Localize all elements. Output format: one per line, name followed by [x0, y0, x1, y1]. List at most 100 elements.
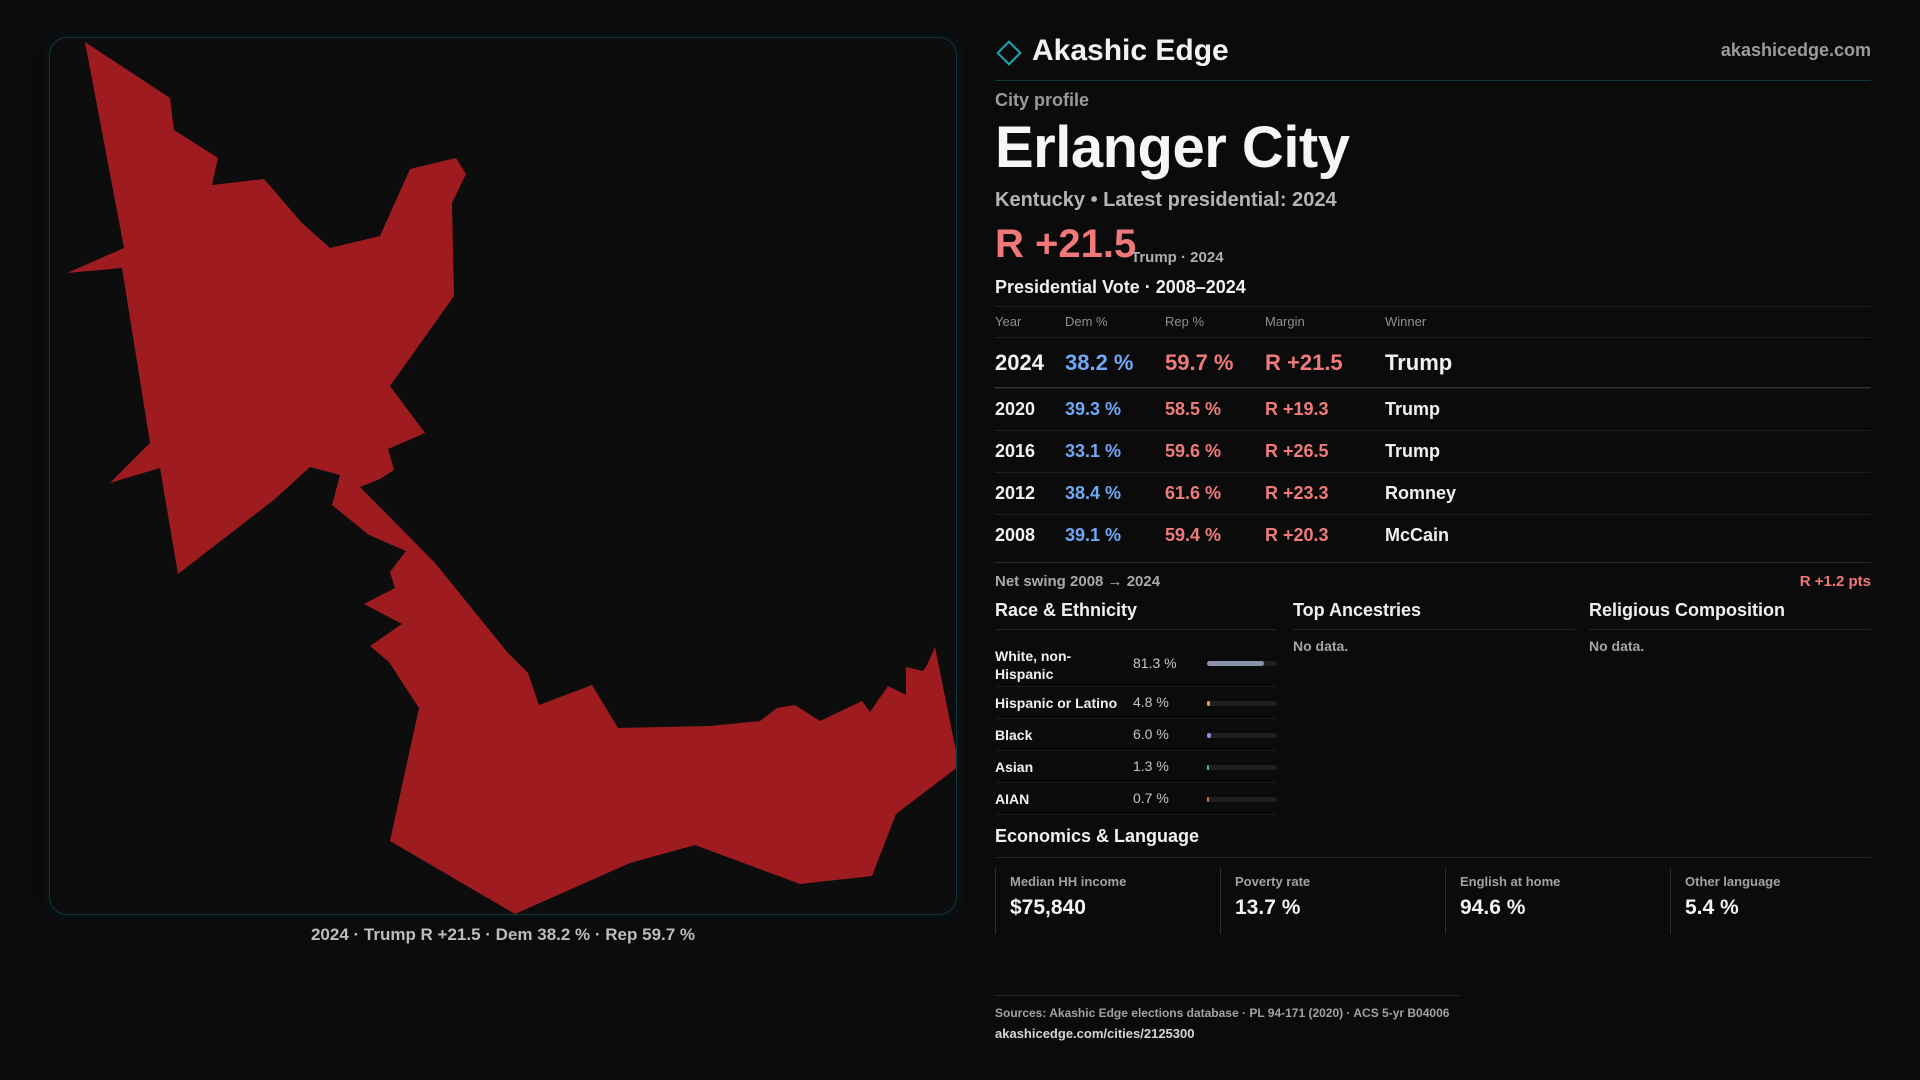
column-header-year: Year	[995, 314, 1022, 329]
column-header-winner: Winner	[1385, 314, 1427, 329]
sources-text: Sources: Akashic Edge elections database…	[995, 1006, 1450, 1020]
cell-margin: R +23.3	[1265, 483, 1329, 503]
race-row: AIAN 0.7 %	[995, 783, 1277, 815]
religion-section-title: Religious Composition	[1589, 600, 1871, 630]
ancestries-section: Top Ancestries No data.	[1293, 600, 1575, 654]
page-footer: Sources: Akashic Edge elections database…	[995, 995, 1459, 1041]
econ-card-other-language: Other language 5.4 %	[1670, 868, 1867, 934]
cell-winner: Trump	[1385, 350, 1453, 375]
cell-rep: 59.7 %	[1165, 350, 1234, 375]
presidential-vote-table: Year Dem % Rep % Margin Winner 2024 38.2…	[995, 306, 1871, 556]
brand-name[interactable]: Akashic Edge	[1032, 34, 1229, 67]
cell-dem: 39.3 %	[1065, 399, 1122, 419]
cell-year: 2008	[995, 525, 1036, 545]
race-row: Asian 1.3 %	[995, 751, 1277, 783]
econ-label: Other language	[1685, 874, 1781, 889]
net-swing-value: R +1.2 pts	[1799, 573, 1871, 590]
table-row: 2008 39.1 % 59.4 % R +20.3 McCain	[995, 514, 1871, 556]
race-row: Hispanic or Latino 4.8 %	[995, 687, 1277, 719]
latest-margin: R +21.5	[995, 222, 1137, 266]
map-caption: 2024 · Trump R +21.5 · Dem 38.2 % · Rep …	[310, 925, 696, 944]
econ-value: 94.6 %	[1460, 896, 1526, 919]
race-pct: 81.3 %	[1133, 655, 1177, 671]
cell-winner: McCain	[1385, 525, 1450, 545]
cell-margin: R +26.5	[1265, 441, 1329, 461]
diamond-outline-icon	[996, 40, 1022, 66]
cell-winner: Trump	[1385, 399, 1441, 419]
city-permalink[interactable]: akashicedge.com/cities/2125300	[995, 1026, 1195, 1041]
cell-year: 2020	[995, 399, 1036, 419]
ancestries-empty: No data.	[1293, 638, 1349, 654]
race-bar	[1207, 733, 1277, 738]
table-row: 2012 38.4 % 61.6 % R +23.3 Romney	[995, 472, 1871, 514]
cell-margin: R +19.3	[1265, 399, 1329, 419]
cell-margin: R +21.5	[1265, 350, 1343, 375]
brand-url-link[interactable]: akashicedge.com	[1720, 40, 1871, 60]
cell-dem: 33.1 %	[1065, 441, 1122, 461]
race-ethnicity-section: Race & Ethnicity White, non-Hispanic 81.…	[995, 600, 1277, 815]
cell-year: 2024	[995, 350, 1044, 375]
race-pct: 6.0 %	[1133, 726, 1169, 742]
race-bar	[1207, 765, 1277, 770]
race-section-title: Race & Ethnicity	[995, 600, 1277, 630]
race-row: Black 6.0 %	[995, 719, 1277, 751]
religion-empty: No data.	[1589, 638, 1645, 654]
cell-margin: R +20.3	[1265, 525, 1329, 545]
site-header: Akashic Edge akashicedge.com	[995, 30, 1871, 81]
race-bar	[1207, 701, 1277, 706]
city-map[interactable]	[49, 37, 957, 915]
econ-value: 13.7 %	[1235, 896, 1301, 919]
cell-rep: 61.6 %	[1165, 483, 1222, 503]
net-swing: Net swing 2008 → 2024 R +1.2 pts	[995, 562, 1871, 591]
column-header-margin: Margin	[1265, 314, 1305, 329]
table-row: 2016 33.1 % 59.6 % R +26.5 Trump	[995, 430, 1871, 472]
cell-rep: 59.6 %	[1165, 441, 1222, 461]
econ-value: $75,840	[1010, 896, 1086, 919]
race-bar-fill	[1207, 733, 1212, 738]
race-label: Hispanic or Latino	[995, 695, 1118, 711]
race-pct: 4.8 %	[1133, 694, 1169, 710]
race-bar-fill	[1207, 701, 1211, 706]
cell-year: 2016	[995, 441, 1036, 461]
cell-winner: Romney	[1385, 483, 1457, 503]
race-bar-fill	[1207, 797, 1209, 802]
race-bar-fill	[1207, 661, 1264, 666]
cell-year: 2012	[995, 483, 1036, 503]
econ-card-poverty-rate: Poverty rate 13.7 %	[1220, 868, 1417, 934]
race-bar	[1207, 797, 1277, 802]
latest-margin-note: Trump · 2024	[1131, 249, 1224, 266]
race-pct: 1.3 %	[1133, 758, 1169, 774]
votes-section-title: Presidential Vote · 2008–2024	[995, 277, 1246, 297]
econ-value: 5.4 %	[1685, 896, 1739, 919]
column-header-rep: Rep %	[1165, 314, 1205, 329]
column-header-dem: Dem %	[1065, 314, 1108, 329]
table-row: 2024 38.2 % 59.7 % R +21.5 Trump	[995, 337, 1871, 388]
economics-section-title: Economics & Language	[995, 826, 1871, 858]
race-pct: 0.7 %	[1133, 790, 1169, 806]
cell-dem: 39.1 %	[1065, 525, 1122, 545]
econ-card-english-at-home: English at home 94.6 %	[1445, 868, 1642, 934]
race-label: Black	[995, 727, 1033, 743]
cell-rep: 58.5 %	[1165, 399, 1222, 419]
religion-section: Religious Composition No data.	[1589, 600, 1871, 654]
city-boundary-shape[interactable]	[67, 42, 957, 914]
race-bar	[1207, 661, 1277, 666]
page-subtitle: Kentucky • Latest presidential: 2024	[995, 189, 1337, 211]
page-eyebrow: City profile	[995, 90, 1090, 110]
table-header-row: Year Dem % Rep % Margin Winner	[995, 306, 1871, 337]
city-boundary-map	[67, 42, 957, 914]
econ-label: Median HH income	[1010, 874, 1127, 889]
ancestries-section-title: Top Ancestries	[1293, 600, 1575, 630]
econ-label: English at home	[1460, 874, 1561, 889]
race-row: White, non-Hispanic 81.3 %	[995, 640, 1277, 687]
race-label: AIAN	[995, 791, 1030, 807]
race-label: Asian	[995, 759, 1034, 775]
page-title: Erlanger City	[995, 115, 1350, 180]
cell-winner: Trump	[1385, 441, 1441, 461]
cell-dem: 38.4 %	[1065, 483, 1122, 503]
net-swing-label: Net swing 2008 → 2024	[995, 573, 1161, 590]
econ-label: Poverty rate	[1235, 874, 1311, 889]
table-row: 2020 39.3 % 58.5 % R +19.3 Trump	[995, 388, 1871, 430]
race-label: White, non-Hispanic	[995, 648, 1072, 682]
econ-card-median-income: Median HH income $75,840	[995, 868, 1192, 934]
